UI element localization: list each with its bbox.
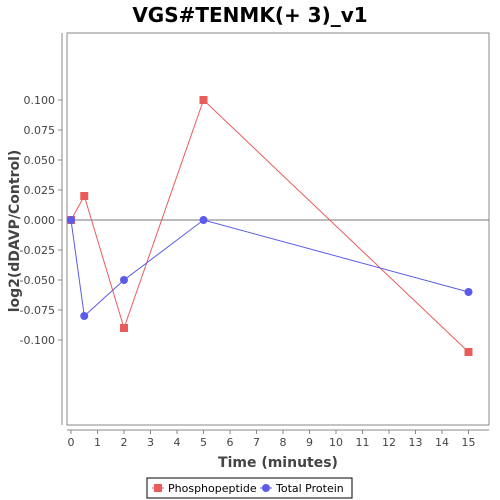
x-tick-label: 12 (382, 436, 396, 449)
x-tick-label: 9 (306, 436, 313, 449)
x-tick-label: 7 (253, 436, 260, 449)
data-point-circle (464, 288, 473, 296)
legend-marker-circle (262, 484, 270, 492)
x-tick-label: 15 (462, 436, 476, 449)
y-tick-label: 0.075 (24, 124, 56, 137)
x-axis-label: Time (minutes) (218, 455, 338, 471)
legend-marker-square (154, 484, 162, 492)
y-tick-label: -0.100 (20, 334, 55, 347)
y-axis: 0.100 0.075 0.050 0.025 0.000 -0.025 -0.050 -0.… (20, 33, 63, 425)
data-point-circle (120, 276, 128, 284)
data-point-square (464, 348, 473, 356)
series-layer (67, 96, 489, 356)
y-tick-label: 0.025 (24, 184, 56, 197)
x-tick-label: 4 (174, 436, 181, 449)
chart-title: VGS#TENMK(+ 3)_v1 (132, 3, 367, 27)
y-axis-label: log2(dDAVP/Control) (7, 150, 23, 313)
x-tick-label: 6 (227, 436, 234, 449)
x-tick-label: 3 (147, 436, 154, 449)
x-tick-label: 1 (94, 436, 101, 449)
data-point-square (199, 96, 208, 104)
x-tick-label: 11 (356, 436, 370, 449)
data-point-circle (80, 312, 89, 320)
x-tick-label: 0 (68, 436, 75, 449)
plot-area (66, 32, 490, 426)
y-tick-label: 0.000 (24, 214, 56, 227)
x-tick-label: 13 (409, 436, 423, 449)
data-point-circle (199, 216, 208, 224)
y-tick-label: -0.075 (20, 304, 55, 317)
data-point-square (80, 192, 89, 200)
legend-label: Phosphopeptide (168, 482, 257, 495)
legend-label: Total Protein (275, 482, 344, 495)
y-tick-label: -0.050 (20, 274, 55, 287)
x-tick-label: 8 (280, 436, 287, 449)
legend: Phosphopeptide Total Protein (146, 477, 353, 499)
data-point-circle (67, 216, 75, 224)
y-tick-label: 0.100 (24, 94, 56, 107)
legend-box (146, 477, 353, 499)
x-tick-label: 2 (121, 436, 128, 449)
y-tick-label: 0.050 (24, 154, 56, 167)
x-axis: 0 1 2 3 4 5 6 7 8 9 10 11 12 13 14 15 (67, 429, 489, 449)
data-point-square (120, 324, 128, 332)
y-tick-label: -0.025 (20, 244, 55, 257)
x-tick-label: 10 (329, 436, 343, 449)
x-tick-label: 5 (200, 436, 207, 449)
x-tick-label: 14 (435, 436, 449, 449)
